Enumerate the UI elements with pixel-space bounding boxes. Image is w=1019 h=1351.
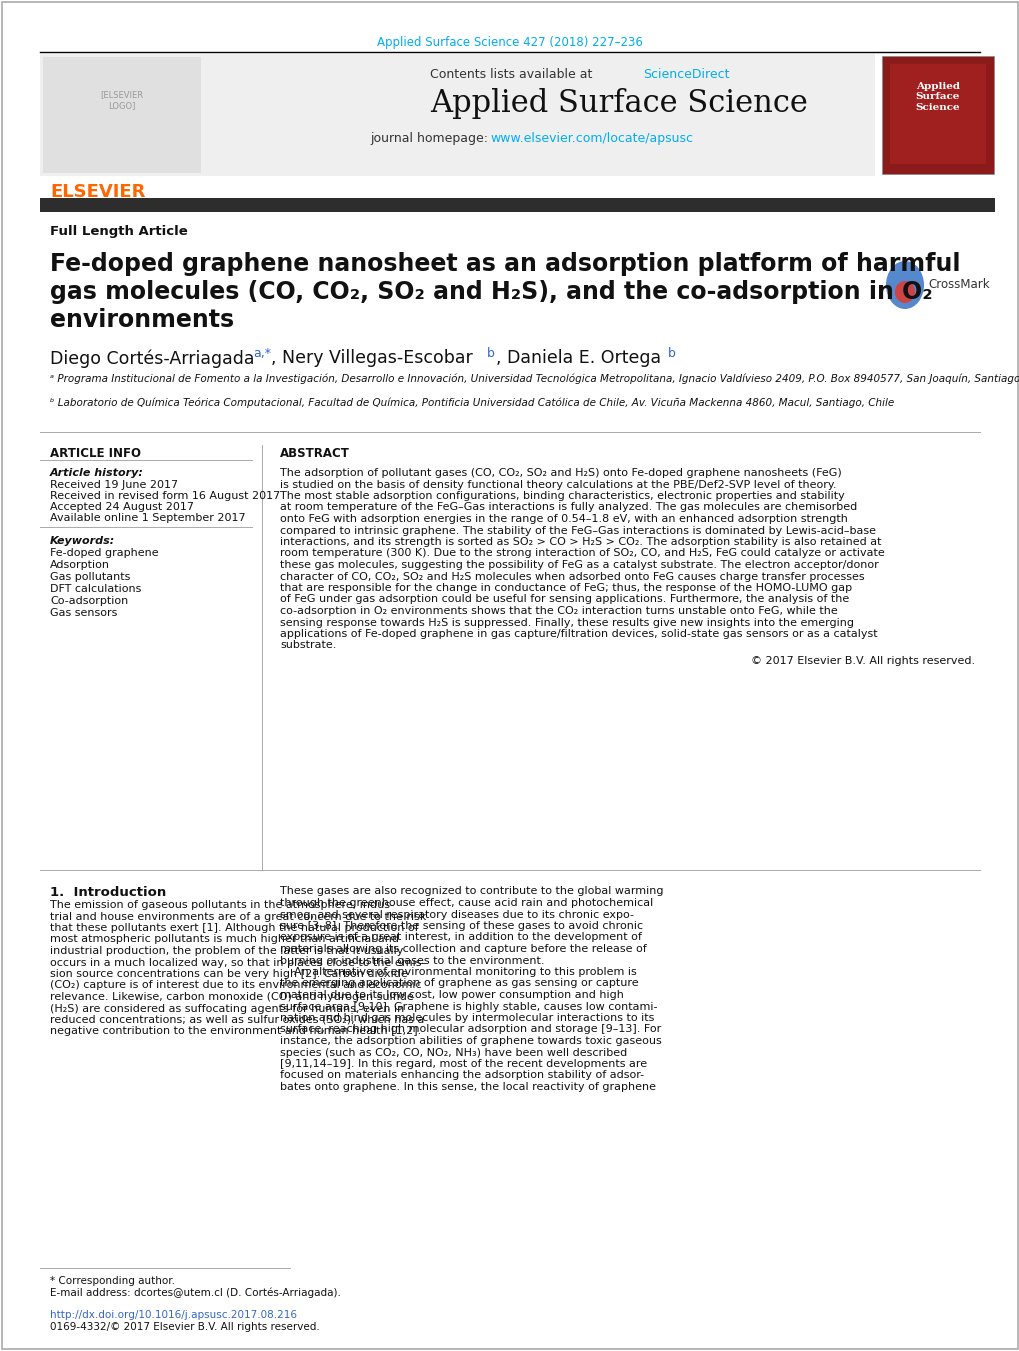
Text: that these pollutants exert [1]. Although the natural production of: that these pollutants exert [1]. Althoug… bbox=[50, 923, 418, 934]
Text: (H₂S) are considered as suffocating agents for humans, even in: (H₂S) are considered as suffocating agen… bbox=[50, 1004, 404, 1013]
Text: ScienceDirect: ScienceDirect bbox=[642, 68, 729, 81]
Text: Article history:: Article history: bbox=[50, 467, 144, 478]
Text: compared to intrinsic graphene. The stability of the FeG–Gas interactions is dom: compared to intrinsic graphene. The stab… bbox=[280, 526, 875, 535]
Text: The most stable adsorption configurations, binding characteristics, electronic p: The most stable adsorption configuration… bbox=[280, 490, 844, 501]
Text: sion source concentrations can be very high [2]. Carbon dioxide: sion source concentrations can be very h… bbox=[50, 969, 408, 979]
Text: Full Length Article: Full Length Article bbox=[50, 226, 187, 238]
Text: CrossMark: CrossMark bbox=[927, 278, 988, 290]
Ellipse shape bbox=[894, 281, 914, 303]
Text: DFT calculations: DFT calculations bbox=[50, 584, 142, 594]
Text: These gases are also recognized to contribute to the global warming: These gases are also recognized to contr… bbox=[280, 886, 662, 896]
Text: ELSEVIER: ELSEVIER bbox=[50, 182, 146, 201]
Text: trial and house environments are of a great concern due to the risk: trial and house environments are of a gr… bbox=[50, 912, 426, 921]
Text: 0169-4332/© 2017 Elsevier B.V. All rights reserved.: 0169-4332/© 2017 Elsevier B.V. All right… bbox=[50, 1323, 319, 1332]
Text: negative contribution to the environment and human health [1,2].: negative contribution to the environment… bbox=[50, 1027, 421, 1036]
Text: Applied Surface Science 427 (2018) 227–236: Applied Surface Science 427 (2018) 227–2… bbox=[377, 36, 642, 49]
Text: these gas molecules, suggesting the possibility of FeG as a catalyst substrate. : these gas molecules, suggesting the poss… bbox=[280, 561, 878, 570]
Text: 1.  Introduction: 1. Introduction bbox=[50, 886, 166, 898]
Text: at room temperature of the FeG–Gas interactions is fully analyzed. The gas molec: at room temperature of the FeG–Gas inter… bbox=[280, 503, 856, 512]
Bar bbox=[881, 55, 994, 174]
Text: substrate.: substrate. bbox=[280, 640, 336, 650]
Text: instance, the adsorption abilities of graphene towards toxic gaseous: instance, the adsorption abilities of gr… bbox=[280, 1036, 661, 1046]
Ellipse shape bbox=[886, 261, 923, 309]
Text: environments: environments bbox=[50, 308, 234, 332]
Text: Fe-doped graphene: Fe-doped graphene bbox=[50, 549, 159, 558]
Text: www.elsevier.com/locate/apsusc: www.elsevier.com/locate/apsusc bbox=[489, 132, 692, 145]
Text: exposure is of a great interest, in addition to the development of: exposure is of a great interest, in addi… bbox=[280, 932, 641, 943]
Text: gas molecules (CO, CO₂, SO₂ and H₂S), and the co-adsorption in O₂: gas molecules (CO, CO₂, SO₂ and H₂S), an… bbox=[50, 280, 931, 304]
Text: (CO₂) capture is of interest due to its environmental and economic: (CO₂) capture is of interest due to its … bbox=[50, 981, 421, 990]
Text: [9,11,14–19]. In this regard, most of the recent developments are: [9,11,14–19]. In this regard, most of th… bbox=[280, 1059, 646, 1069]
Text: bates onto graphene. In this sense, the local reactivity of graphene: bates onto graphene. In this sense, the … bbox=[280, 1082, 655, 1092]
Text: Available online 1 September 2017: Available online 1 September 2017 bbox=[50, 513, 246, 523]
Text: sure [3–8]. Therefore the sensing of these gases to avoid chronic: sure [3–8]. Therefore the sensing of the… bbox=[280, 921, 643, 931]
Text: focused on materials enhancing the adsorption stability of adsor-: focused on materials enhancing the adsor… bbox=[280, 1070, 643, 1081]
Text: the emerging application of graphene as gas sensing or capture: the emerging application of graphene as … bbox=[280, 978, 638, 989]
Text: b: b bbox=[667, 347, 676, 359]
Text: journal homepage:: journal homepage: bbox=[370, 132, 491, 145]
Text: ARTICLE INFO: ARTICLE INFO bbox=[50, 447, 141, 459]
Text: nation and bind gas molecules by intermolecular interactions to its: nation and bind gas molecules by intermo… bbox=[280, 1013, 654, 1023]
Text: relevance. Likewise, carbon monoxide (CO) and hydrogen sulfide: relevance. Likewise, carbon monoxide (CO… bbox=[50, 992, 414, 1002]
Text: a,*: a,* bbox=[253, 347, 271, 359]
Text: Applied Surface Science: Applied Surface Science bbox=[430, 88, 807, 119]
Bar bbox=[40, 199, 994, 212]
Text: materials allowing its collection and capture before the release of: materials allowing its collection and ca… bbox=[280, 944, 646, 954]
Text: Received 19 June 2017: Received 19 June 2017 bbox=[50, 480, 178, 490]
Text: Contents lists available at: Contents lists available at bbox=[430, 68, 596, 81]
Text: occurs in a much localized way, so that in places close to the emis-: occurs in a much localized way, so that … bbox=[50, 958, 425, 967]
Text: , Nery Villegas-Escobar: , Nery Villegas-Escobar bbox=[271, 349, 472, 367]
Text: E-mail address: dcortes@utem.cl (D. Cortés-Arriagada).: E-mail address: dcortes@utem.cl (D. Cort… bbox=[50, 1288, 340, 1298]
Text: room temperature (300 K). Due to the strong interaction of SO₂, CO, and H₂S, FeG: room temperature (300 K). Due to the str… bbox=[280, 549, 883, 558]
Text: [ELSEVIER
LOGO]: [ELSEVIER LOGO] bbox=[100, 91, 144, 109]
Text: Co-adsorption: Co-adsorption bbox=[50, 596, 128, 607]
Text: species (such as CO₂, CO, NO₂, NH₃) have been well described: species (such as CO₂, CO, NO₂, NH₃) have… bbox=[280, 1047, 627, 1058]
Text: interactions, and its strength is sorted as SO₂ > CO > H₂S > CO₂. The adsorption: interactions, and its strength is sorted… bbox=[280, 536, 880, 547]
Text: burning or industrial gases to the environment.: burning or industrial gases to the envir… bbox=[280, 955, 544, 966]
Text: * Corresponding author.: * Corresponding author. bbox=[50, 1275, 175, 1286]
Text: The adsorption of pollutant gases (CO, CO₂, SO₂ and H₂S) onto Fe-doped graphene : The adsorption of pollutant gases (CO, C… bbox=[280, 467, 841, 478]
Text: surface area [9,10]. Graphene is highly stable, causes low contami-: surface area [9,10]. Graphene is highly … bbox=[280, 1001, 657, 1012]
Text: surface, reaching high molecular adsorption and storage [9–13]. For: surface, reaching high molecular adsorpt… bbox=[280, 1024, 660, 1035]
Text: of FeG under gas adsorption could be useful for sensing applications. Furthermor: of FeG under gas adsorption could be use… bbox=[280, 594, 849, 604]
Text: through the greenhouse effect, cause acid rain and photochemical: through the greenhouse effect, cause aci… bbox=[280, 898, 652, 908]
Text: Gas pollutants: Gas pollutants bbox=[50, 571, 130, 582]
Text: sensing response towards H₂S is suppressed. Finally, these results give new insi: sensing response towards H₂S is suppress… bbox=[280, 617, 853, 627]
Text: material due to its low cost, low power consumption and high: material due to its low cost, low power … bbox=[280, 990, 624, 1000]
Bar bbox=[890, 63, 985, 163]
Text: onto FeG with adsorption energies in the range of 0.54–1.8 eV, with an enhanced : onto FeG with adsorption energies in the… bbox=[280, 513, 847, 524]
Text: ᵃ Programa Institucional de Fomento a la Investigación, Desarrollo e Innovación,: ᵃ Programa Institucional de Fomento a la… bbox=[50, 374, 1019, 385]
Text: Keywords:: Keywords: bbox=[50, 536, 115, 546]
Text: b: b bbox=[486, 347, 494, 359]
Text: Diego Cortés-Arriagada: Diego Cortés-Arriagada bbox=[50, 349, 255, 367]
Text: Gas sensors: Gas sensors bbox=[50, 608, 117, 617]
Text: Fe-doped graphene nanosheet as an adsorption platform of harmful: Fe-doped graphene nanosheet as an adsorp… bbox=[50, 253, 960, 276]
Text: The emission of gaseous pollutants in the atmosphere, indus-: The emission of gaseous pollutants in th… bbox=[50, 900, 393, 911]
Text: Adsorption: Adsorption bbox=[50, 561, 110, 570]
Text: Received in revised form 16 August 2017: Received in revised form 16 August 2017 bbox=[50, 490, 280, 501]
Text: co-adsorption in O₂ environments shows that the CO₂ interaction turns unstable o: co-adsorption in O₂ environments shows t… bbox=[280, 607, 837, 616]
Bar bbox=[40, 54, 874, 176]
Text: that are responsible for the change in conductance of FeG; thus, the response of: that are responsible for the change in c… bbox=[280, 584, 851, 593]
Text: Applied
Surface
Science: Applied Surface Science bbox=[915, 82, 959, 112]
Text: character of CO, CO₂, SO₂ and H₂S molecules when adsorbed onto FeG causes charge: character of CO, CO₂, SO₂ and H₂S molecu… bbox=[280, 571, 864, 581]
Text: ABSTRACT: ABSTRACT bbox=[280, 447, 350, 459]
Text: , Daniela E. Ortega: , Daniela E. Ortega bbox=[495, 349, 660, 367]
Text: most atmospheric pollutants is much higher than artificial and: most atmospheric pollutants is much high… bbox=[50, 935, 398, 944]
Text: reduced concentrations; as well as sulfur oxides (SO₂), which has a: reduced concentrations; as well as sulfu… bbox=[50, 1015, 424, 1025]
Text: An alternative of environmental monitoring to this problem is: An alternative of environmental monitori… bbox=[280, 967, 636, 977]
Text: Accepted 24 August 2017: Accepted 24 August 2017 bbox=[50, 503, 194, 512]
Text: is studied on the basis of density functional theory calculations at the PBE/Def: is studied on the basis of density funct… bbox=[280, 480, 836, 489]
Text: smog, and several respiratory diseases due to its chronic expo-: smog, and several respiratory diseases d… bbox=[280, 909, 634, 920]
Text: industrial production, the problem of the latter is that it usually: industrial production, the problem of th… bbox=[50, 946, 403, 957]
Text: ᵇ Laboratorio de Química Teórica Computacional, Facultad de Química, Pontificia : ᵇ Laboratorio de Química Teórica Computa… bbox=[50, 399, 894, 408]
Text: applications of Fe-doped graphene in gas capture/filtration devices, solid-state: applications of Fe-doped graphene in gas… bbox=[280, 630, 876, 639]
Bar bbox=[43, 57, 201, 173]
Text: http://dx.doi.org/10.1016/j.apsusc.2017.08.216: http://dx.doi.org/10.1016/j.apsusc.2017.… bbox=[50, 1310, 297, 1320]
Text: © 2017 Elsevier B.V. All rights reserved.: © 2017 Elsevier B.V. All rights reserved… bbox=[750, 657, 974, 666]
